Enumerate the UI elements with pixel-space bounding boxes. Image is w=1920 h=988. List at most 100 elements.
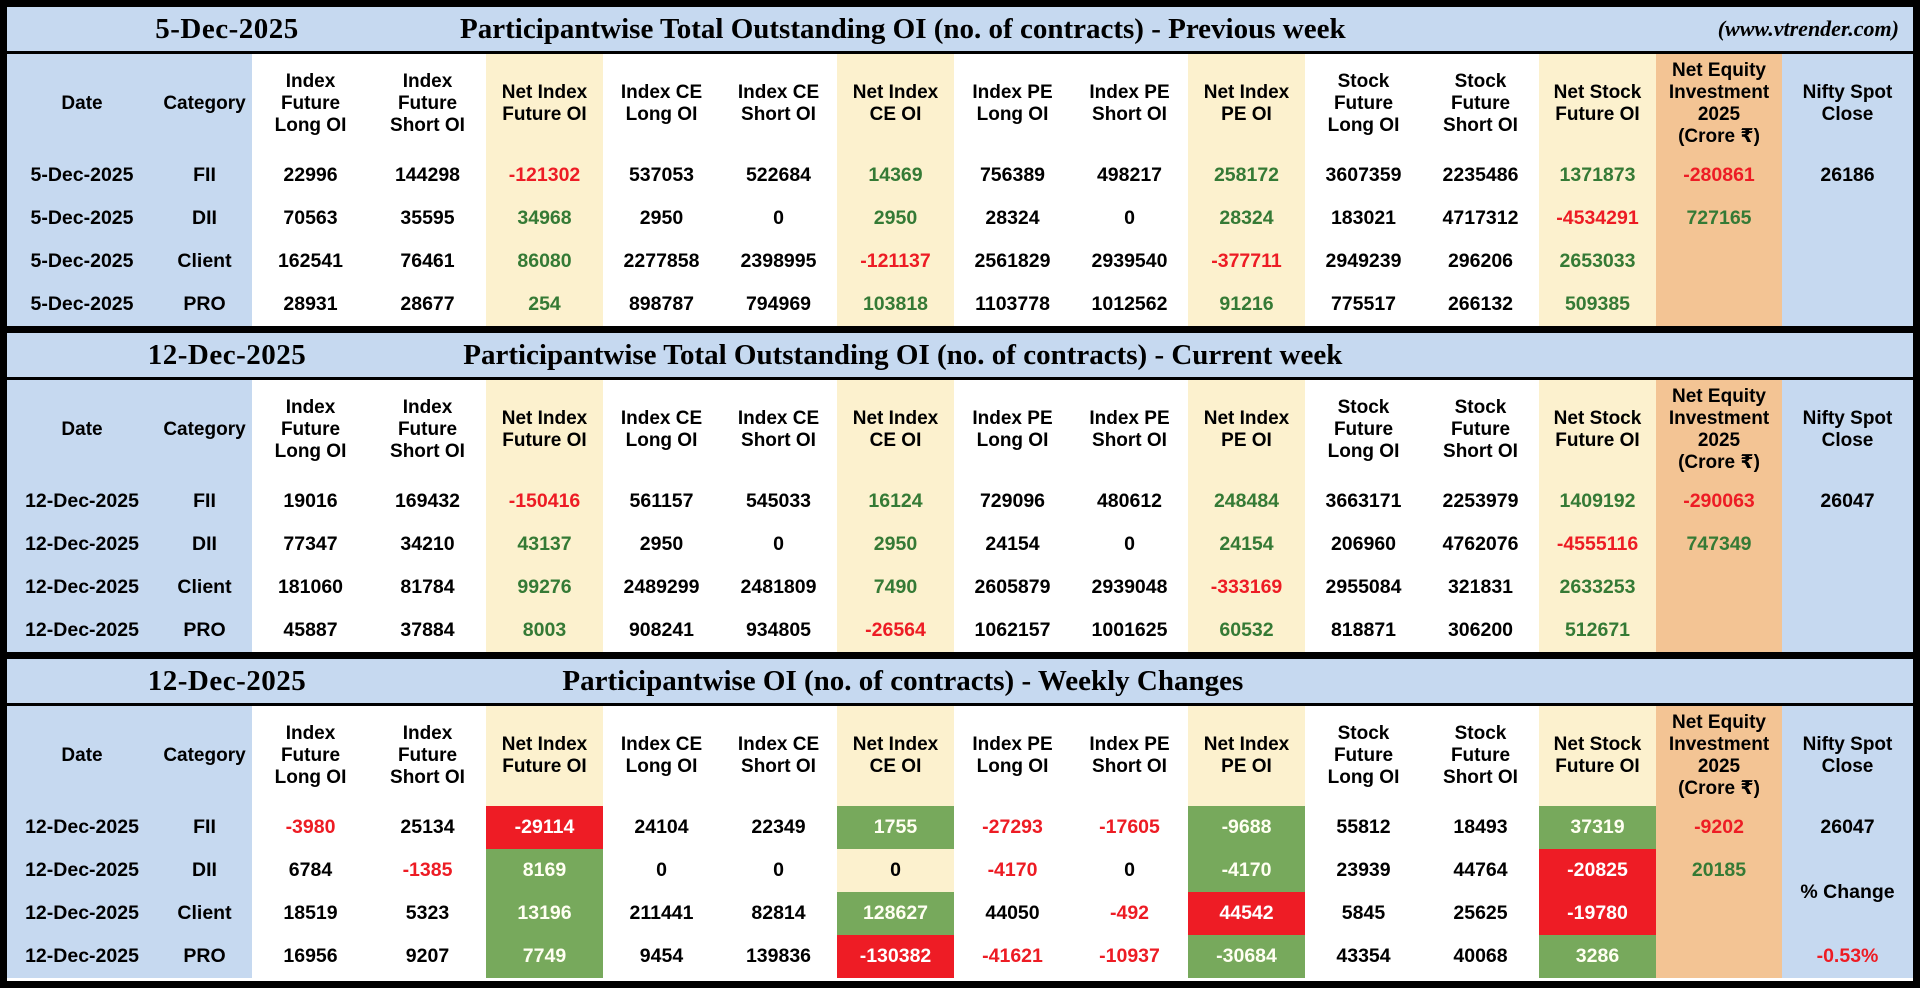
date-cell: 5-Dec-2025 [7, 240, 157, 283]
cell [1656, 566, 1782, 609]
cell: 25134 [369, 806, 486, 849]
col-header: Index Future Short OI [369, 54, 486, 154]
cell: 2950 [837, 197, 954, 240]
cell: 18519 [252, 892, 369, 935]
section-weekly-changes: 12-Dec-2025 Participantwise OI (no. of c… [7, 652, 1913, 978]
cell: 211441 [603, 892, 720, 935]
cell [1656, 609, 1782, 652]
cell: 254 [486, 283, 603, 326]
cell: 28324 [1188, 197, 1305, 240]
nifty-empty-cell [1782, 197, 1913, 326]
date-cell: 12-Dec-2025 [7, 935, 157, 978]
cell: 24154 [1188, 523, 1305, 566]
category-cell: FII [157, 480, 252, 523]
cell: 561157 [603, 480, 720, 523]
col-header: Index Future Short OI [369, 706, 486, 806]
cell: 0 [720, 523, 837, 566]
nifty-close-cell: 26186 [1782, 154, 1913, 197]
cell: -377711 [1188, 240, 1305, 283]
date-cell: 12-Dec-2025 [7, 523, 157, 566]
table-row: 5-Dec-2025 Client 162541 76461 86080 2277858 2… [7, 240, 1913, 283]
date-cell: 12-Dec-2025 [7, 566, 157, 609]
date-cell: 12-Dec-2025 [7, 849, 157, 892]
title-band: 12-Dec-2025 Participantwise Total Outsta… [7, 333, 1913, 380]
cell: -280861 [1656, 154, 1782, 197]
cell: -121137 [837, 240, 954, 283]
date-cell: 5-Dec-2025 [7, 154, 157, 197]
cell: 18493 [1422, 806, 1539, 849]
cell [1656, 283, 1782, 326]
cell: 1371873 [1539, 154, 1656, 197]
col-header: Net Equity Investment 2025 (Crore ₹) [1656, 54, 1782, 154]
cell: 14369 [837, 154, 954, 197]
cell [1656, 892, 1782, 935]
cell: -4170 [954, 849, 1071, 892]
cell: 28324 [954, 197, 1071, 240]
col-header: Index CE Long OI [603, 54, 720, 154]
cell: 183021 [1305, 197, 1422, 240]
cell: 24154 [954, 523, 1071, 566]
cell: 77347 [252, 523, 369, 566]
col-header: Stock Future Short OI [1422, 706, 1539, 806]
category-cell: DII [157, 197, 252, 240]
oi-table-current-week: Date Category Index Future Long OI Index Fu… [7, 380, 1913, 652]
title-band: 5-Dec-2025 Participantwise Total Outstan… [7, 7, 1913, 54]
date-cell: 12-Dec-2025 [7, 480, 157, 523]
col-header: Net Index Future OI [486, 380, 603, 480]
date-cell: 5-Dec-2025 [7, 283, 157, 326]
section-current-week: 12-Dec-2025 Participantwise Total Outsta… [7, 326, 1913, 652]
cell: -9688 [1188, 806, 1305, 849]
cell: 23939 [1305, 849, 1422, 892]
cell: -333169 [1188, 566, 1305, 609]
cell: 2653033 [1539, 240, 1656, 283]
cell: 537053 [603, 154, 720, 197]
col-header: Date [7, 54, 157, 154]
category-cell: DII [157, 523, 252, 566]
nifty-close-cell: 26047 [1782, 806, 1913, 849]
cell: 43354 [1305, 935, 1422, 978]
col-header: Category [157, 706, 252, 806]
cell: 86080 [486, 240, 603, 283]
col-header: Stock Future Short OI [1422, 54, 1539, 154]
cell: 28931 [252, 283, 369, 326]
cell: 76461 [369, 240, 486, 283]
cell: 480612 [1071, 480, 1188, 523]
cell: 898787 [603, 283, 720, 326]
cell: 306200 [1422, 609, 1539, 652]
cell: -4170 [1188, 849, 1305, 892]
cell: 2950 [603, 197, 720, 240]
cell: 1062157 [954, 609, 1071, 652]
table-row: 12-Dec-2025 Client 181060 81784 99276 2489299… [7, 566, 1913, 609]
cell: -26564 [837, 609, 954, 652]
col-header: Category [157, 54, 252, 154]
cell: 775517 [1305, 283, 1422, 326]
cell: 162541 [252, 240, 369, 283]
table-row: 12-Dec-2025 Client 18519 5323 13196 211441 828… [7, 892, 1913, 935]
band-title: Participantwise Total Outstanding OI (no… [460, 12, 1346, 45]
category-cell: FII [157, 806, 252, 849]
cell: 2939540 [1071, 240, 1188, 283]
cell: 818871 [1305, 609, 1422, 652]
col-header: Nifty Spot Close [1782, 54, 1913, 154]
section-previous-week: 5-Dec-2025 Participantwise Total Outstan… [7, 7, 1913, 326]
cell: -3980 [252, 806, 369, 849]
cell: 8169 [486, 849, 603, 892]
cell: 0 [837, 849, 954, 892]
col-header: Date [7, 380, 157, 480]
category-cell: PRO [157, 609, 252, 652]
category-cell: PRO [157, 935, 252, 978]
band-date: 12-Dec-2025 [147, 338, 307, 371]
col-header: Index PE Long OI [954, 706, 1071, 806]
col-header: Stock Future Long OI [1305, 706, 1422, 806]
col-header: Stock Future Short OI [1422, 380, 1539, 480]
percent-change-value: -0.53% [1782, 935, 1913, 978]
cell: 206960 [1305, 523, 1422, 566]
cell: 729096 [954, 480, 1071, 523]
cell: 81784 [369, 566, 486, 609]
cell: 2235486 [1422, 154, 1539, 197]
cell: 2489299 [603, 566, 720, 609]
cell: 2950 [837, 523, 954, 566]
cell: 0 [1071, 197, 1188, 240]
cell: 2253979 [1422, 480, 1539, 523]
